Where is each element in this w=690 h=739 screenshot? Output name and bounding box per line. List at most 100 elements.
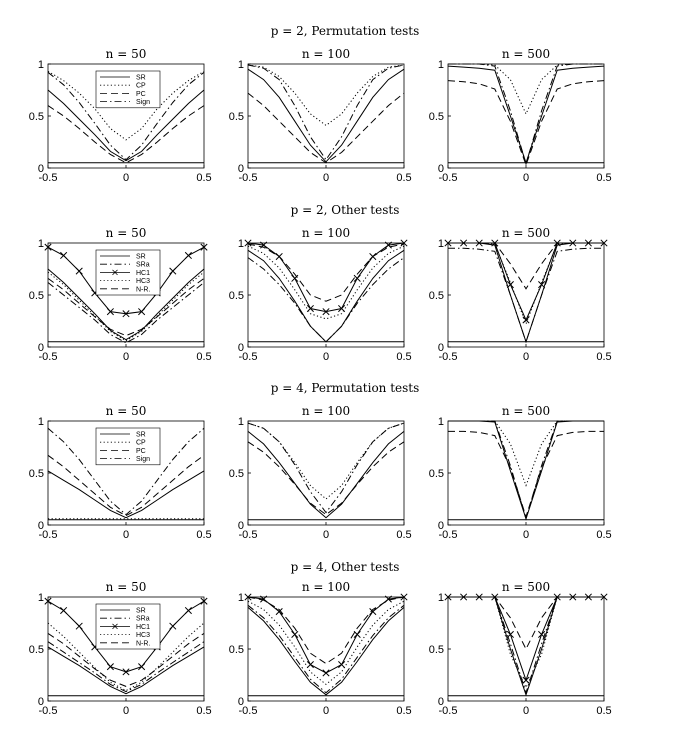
legend-label: HC1 (136, 624, 150, 631)
legend-label: N-R. (136, 286, 150, 293)
x-tick-label: 0 (123, 351, 129, 363)
legend-label: PC (136, 448, 146, 455)
x-tick-label: 0 (123, 529, 129, 541)
x-tick-label: -0.5 (39, 529, 58, 541)
legend-label: SRa (136, 262, 150, 269)
hc1-marker (184, 606, 192, 615)
panel: n = 500-0.5 0 0.500.51 (429, 226, 612, 363)
hc1-marker (122, 668, 130, 676)
axes-box (247, 596, 405, 702)
x-tick-label: -0.5 (439, 172, 458, 184)
series-line-hc3 (247, 245, 405, 320)
series-line-n-r (247, 596, 405, 665)
y-tick-label: 0.5 (429, 290, 444, 302)
series-line-sra (247, 604, 405, 694)
x-tick-label: 0.5 (196, 705, 211, 717)
x-tick-label: -0.5 (239, 529, 258, 541)
row-title: p = 2, Other tests (291, 203, 400, 217)
y-tick-label: 1 (38, 592, 44, 604)
x-tick-label: 0.5 (396, 705, 411, 717)
hc1-marker (291, 630, 299, 638)
panel-title: n = 500 (502, 580, 550, 594)
y-tick-label: 0.5 (429, 644, 444, 656)
row-title: p = 2, Permutation tests (271, 24, 420, 38)
y-tick-label: 0.5 (429, 111, 444, 123)
axes-box (447, 420, 605, 526)
hc1-marker (169, 267, 177, 275)
series-line-pc (247, 92, 405, 164)
hc1-marker (322, 308, 330, 316)
hc1-marker (322, 669, 330, 677)
axes-box (447, 242, 605, 348)
y-tick-label: 0.5 (229, 111, 244, 123)
panel-title: n = 100 (302, 226, 350, 240)
x-tick-label: 0 (523, 529, 529, 541)
series-line-n-r (47, 632, 205, 687)
hc1-marker (75, 622, 83, 630)
series-line-sr (247, 68, 405, 163)
y-tick-label: 0 (38, 342, 44, 354)
hc1-marker (200, 243, 208, 251)
panel: n = 100-0.5 0 0.500.51 (229, 226, 412, 363)
axes-box (247, 63, 405, 169)
axes-box (247, 242, 405, 348)
y-tick-label: 1 (438, 592, 444, 604)
hc1-marker (275, 608, 283, 616)
series-line-hc3 (448, 242, 604, 326)
series-line-sign (47, 427, 205, 516)
series-line-cp (448, 63, 604, 116)
series-line-pc (47, 105, 205, 164)
y-tick-label: 0.5 (229, 290, 244, 302)
hc1-marker (244, 239, 252, 247)
series-line-hc3 (448, 596, 604, 689)
hc1-marker (353, 630, 361, 638)
y-tick-label: 0.5 (29, 290, 44, 302)
hc1-marker (475, 239, 483, 247)
x-tick-label: 0.5 (396, 351, 411, 363)
legend-label: HC3 (136, 278, 150, 285)
x-tick-label: 0 (523, 705, 529, 717)
x-tick-label: 0.5 (196, 172, 211, 184)
x-tick-label: 0.5 (596, 529, 611, 541)
x-tick-label: 0.5 (396, 529, 411, 541)
series-line-pc (447, 80, 605, 167)
x-tick-label: -0.5 (239, 705, 258, 717)
x-tick-label: 0 (123, 705, 129, 717)
x-tick-label: -0.5 (439, 351, 458, 363)
legend-box (95, 70, 161, 109)
legend-label: PC (136, 91, 146, 98)
series-line-sign (448, 63, 604, 166)
y-tick-label: 0.5 (29, 111, 44, 123)
hc1-marker (291, 274, 299, 282)
panel-title: n = 500 (502, 404, 550, 418)
legend-marker (112, 623, 118, 630)
y-tick-label: 0.5 (229, 468, 244, 480)
series-line-sign (47, 71, 205, 161)
panel-title: n = 50 (106, 47, 147, 61)
x-tick-label: 0.5 (596, 705, 611, 717)
x-tick-label: 0 (323, 529, 329, 541)
hc1-marker (138, 663, 146, 671)
hc1-marker (60, 606, 68, 615)
y-tick-label: 0 (38, 520, 44, 532)
legend-label: SR (136, 432, 146, 439)
x-tick-label: -0.5 (39, 705, 58, 717)
x-tick-label: -0.5 (439, 529, 458, 541)
hc1-marker (44, 243, 52, 251)
y-tick-label: 1 (438, 416, 444, 428)
hc1-marker (106, 308, 114, 316)
y-tick-label: 0 (438, 342, 444, 354)
series-line-pc (47, 454, 205, 517)
legend-label: SR (136, 608, 146, 615)
series-line-hc1 (448, 596, 604, 682)
hc1-marker (138, 308, 146, 316)
hc1-marker (569, 593, 577, 601)
legend-label: Sign (136, 99, 150, 106)
y-tick-label: 1 (238, 59, 244, 71)
y-tick-label: 0 (238, 342, 244, 354)
hc1-marker (44, 597, 52, 605)
